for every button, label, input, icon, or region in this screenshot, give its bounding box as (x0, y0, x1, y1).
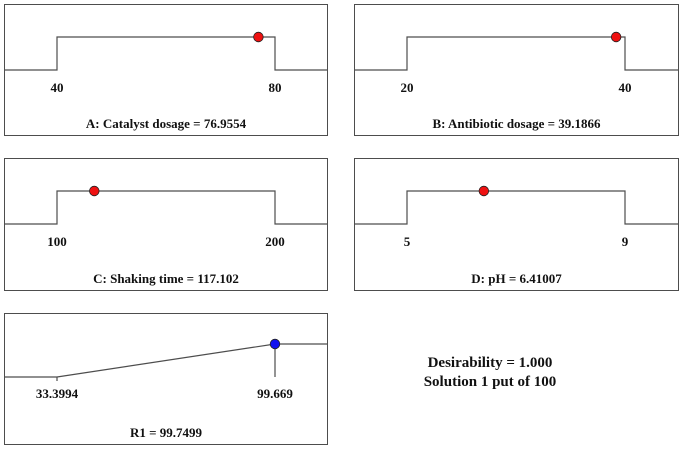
tick-label: 100 (47, 234, 67, 249)
tick-label: 99.669 (257, 386, 293, 401)
tick-label: 20 (401, 80, 414, 95)
factor-title: R1 = 99.7499 (130, 425, 203, 440)
ramp-line (355, 36, 678, 71)
tick-label: 9 (622, 234, 629, 249)
ramp-line (355, 190, 678, 225)
factor-title: D: pH = 6.41007 (471, 271, 562, 286)
desirability-summary: Desirability = 1.000 Solution 1 put of 1… (360, 354, 620, 392)
ramp-line (5, 190, 327, 225)
panel-antibiotic-dosage: 20 40 B: Antibiotic dosage = 39.1866 (354, 4, 679, 136)
ramp-r1: 33.3994 99.669 R1 = 99.7499 (5, 338, 327, 440)
optimum-marker (610, 31, 622, 43)
panel-catalyst-dosage: 40 80 A: Catalyst dosage = 76.9554 (4, 4, 328, 136)
tick-label: 33.3994 (36, 386, 79, 401)
ramp-catalyst-dosage: 40 80 A: Catalyst dosage = 76.9554 (5, 31, 327, 131)
tick-label: 5 (404, 234, 411, 249)
tick-label: 200 (265, 234, 285, 249)
ramp-line (5, 36, 327, 71)
tick-label: 80 (269, 80, 282, 95)
panel-ph: 5 9 D: pH = 6.41007 (354, 158, 679, 291)
factor-title: B: Antibiotic dosage = 39.1866 (432, 116, 601, 131)
tick-label: 40 (51, 80, 64, 95)
factor-title: C: Shaking time = 117.102 (93, 271, 239, 286)
factor-title: A: Catalyst dosage = 76.9554 (86, 116, 247, 131)
optimum-marker (253, 31, 264, 43)
ramp-line (5, 343, 327, 378)
solution-count: Solution 1 put of 100 (423, 374, 557, 390)
ramp-ph: 5 9 D: pH = 6.41007 (355, 185, 678, 286)
optimum-marker (478, 185, 490, 197)
panel-r1: 33.3994 99.669 R1 = 99.7499 (4, 313, 328, 445)
desirability-value: Desirability = 1.000 (427, 355, 553, 371)
ramp-antibiotic-dosage: 20 40 B: Antibiotic dosage = 39.1866 (355, 31, 678, 131)
optimum-marker (269, 338, 281, 350)
ramp-shaking-time: 100 200 C: Shaking time = 117.102 (5, 185, 327, 286)
optimum-marker (89, 185, 100, 197)
panel-shaking-time: 100 200 C: Shaking time = 117.102 (4, 158, 328, 291)
tick-label: 40 (619, 80, 632, 95)
